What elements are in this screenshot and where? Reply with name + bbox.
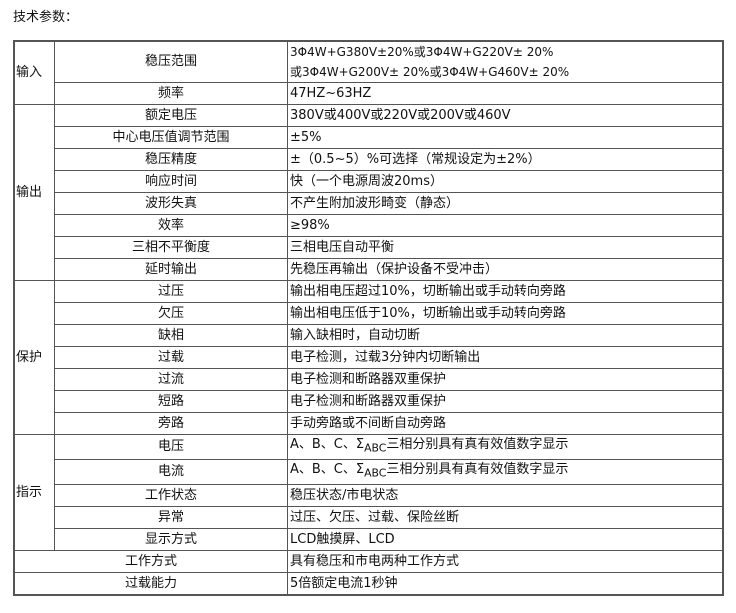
value-line: 3Φ4W+G380V±20%或3Φ4W+G220V± 20% — [290, 45, 554, 59]
param-name: 额定电压 — [54, 104, 288, 127]
param-name: 异常 — [54, 506, 288, 529]
param-value: 380V或400V或220V或200V或460V — [287, 104, 724, 127]
param-value: 稳压状态/市电状态 — [287, 484, 724, 507]
param-name: 电流 — [54, 459, 288, 485]
param-name: 过流 — [54, 368, 288, 391]
table-row: 工作状态 稳压状态/市电状态 — [14, 484, 724, 507]
table-row: 响应时间 快（一个电源周波20ms） — [14, 170, 724, 193]
param-value: 过压、欠压、过载、保险丝断 — [287, 506, 724, 529]
param-value: 电子检测和断路器双重保护 — [287, 368, 724, 391]
param-value: 手动旁路或不间断自动旁路 — [287, 412, 724, 435]
table-row: 工作方式 具有稳压和市电两种工作方式 — [13, 550, 724, 573]
param-name: 短路 — [54, 390, 288, 413]
table-row: 欠压 输出相电压低于10%，切断输出或手动转向旁路 — [14, 302, 724, 325]
param-value: 电子检测和断路器双重保护 — [287, 390, 724, 413]
table-row: 保护 过压 输出相电压超过10%，切断输出或手动转向旁路 — [13, 280, 724, 435]
param-value: ±（0.5~5）%可选择（常规设定为±2%） — [287, 148, 724, 171]
param-name: 频率 — [54, 82, 288, 105]
group-input: 输入 — [13, 40, 55, 105]
table-row: 显示方式 LCD触摸屏、LCD — [14, 528, 724, 551]
spec-table: 输入 稳压范围 3Φ4W+G380V±20%或3Φ4W+G220V± 20% 或3… — [13, 40, 724, 596]
table-row: 波形失真 不产生附加波形畸变（静态） — [14, 192, 724, 215]
table-row: 输出 额定电压 380V或400V或220V或200V或460V — [13, 104, 724, 281]
param-name: 效率 — [54, 214, 288, 237]
param-value: A、B、C、ΣABC三相分别具有真有效值数字显示 — [287, 459, 724, 485]
param-name: 响应时间 — [54, 170, 288, 193]
param-value: A、B、C、ΣABC三相分别具有真有效值数字显示 — [287, 434, 724, 460]
param-value: 电子检测，过载3分钟内切断输出 — [287, 346, 724, 369]
param-value: 输出相电压超过10%，切断输出或手动转向旁路 — [287, 280, 724, 303]
table-row: 稳压精度 ±（0.5~5）%可选择（常规设定为±2%） — [14, 148, 724, 171]
param-value: 5倍额定电流1秒钟 — [287, 572, 724, 596]
value-line: 或3Φ4W+G200V± 20%或3Φ4W+G460V± 20% — [290, 65, 570, 79]
group-output: 输出 — [13, 104, 55, 281]
param-value: 输出相电压低于10%，切断输出或手动转向旁路 — [287, 302, 724, 325]
param-name: 过压 — [54, 280, 288, 303]
param-value: ≥98% — [287, 214, 724, 237]
param-value: ±5% — [287, 126, 724, 149]
value-text: A、B、C、Σ — [290, 437, 365, 453]
param-name: 欠压 — [54, 302, 288, 325]
table-row: 短路 电子检测和断路器双重保护 — [14, 390, 724, 413]
param-name: 工作方式 — [13, 550, 288, 573]
param-name: 波形失真 — [54, 192, 288, 215]
param-name: 缺相 — [54, 324, 288, 347]
param-name: 稳压范围 — [54, 40, 288, 83]
value-text: 三相分别具有真有效值数字显示 — [386, 462, 569, 478]
table-row: 过载能力 5倍额定电流1秒钟 — [13, 572, 724, 596]
param-name: 过载能力 — [13, 572, 288, 596]
param-name: 电压 — [54, 434, 288, 460]
param-name: 过载 — [54, 346, 288, 369]
value-subscript: ABC — [364, 466, 387, 480]
param-name: 显示方式 — [54, 528, 288, 551]
param-name: 旁路 — [54, 412, 288, 435]
table-row: 效率 ≥98% — [14, 214, 724, 237]
value-text: 三相分别具有真有效值数字显示 — [386, 437, 569, 453]
param-value: 3Φ4W+G380V±20%或3Φ4W+G220V± 20% 或3Φ4W+G200… — [287, 40, 724, 83]
table-row: 延时输出 先稳压再输出（保护设备不受冲击） — [14, 258, 724, 281]
param-value: 输入缺相时，自动切断 — [287, 324, 724, 347]
param-value: 三相电压自动平衡 — [287, 236, 724, 259]
group-indicate: 指示 — [13, 434, 55, 551]
table-row: 异常 过压、欠压、过载、保险丝断 — [14, 506, 724, 529]
param-value: 先稳压再输出（保护设备不受冲击） — [287, 258, 724, 281]
param-name: 三相不平衡度 — [54, 236, 288, 259]
param-name: 中心电压值调节范围 — [54, 126, 288, 149]
table-row: 缺相 输入缺相时，自动切断 — [14, 324, 724, 347]
param-value: 具有稳压和市电两种工作方式 — [287, 550, 724, 573]
param-value: 47HZ~63HZ — [287, 82, 724, 105]
table-row: 过载 电子检测，过载3分钟内切断输出 — [14, 346, 724, 369]
param-value: 不产生附加波形畸变（静态） — [287, 192, 724, 215]
param-value: 快（一个电源周波20ms） — [287, 170, 724, 193]
param-name: 延时输出 — [54, 258, 288, 281]
param-name: 稳压精度 — [54, 148, 288, 171]
group-protect: 保护 — [13, 280, 55, 435]
table-row: 频率 47HZ~63HZ — [14, 82, 724, 105]
table-row: 指示 电压 A、B、C、ΣABC三相分别具有真有效值数字显示 — [13, 434, 724, 551]
table-row: 输入 稳压范围 3Φ4W+G380V±20%或3Φ4W+G220V± 20% 或3… — [13, 40, 724, 105]
param-value: LCD触摸屏、LCD — [287, 528, 724, 551]
table-row: 过流 电子检测和断路器双重保护 — [14, 368, 724, 391]
param-name: 工作状态 — [54, 484, 288, 507]
value-subscript: ABC — [364, 441, 387, 455]
table-row: 电流 A、B、C、ΣABC三相分别具有真有效值数字显示 — [14, 459, 724, 485]
table-row: 旁路 手动旁路或不间断自动旁路 — [14, 412, 724, 435]
table-row: 中心电压值调节范围 ±5% — [14, 126, 724, 149]
table-row: 三相不平衡度 三相电压自动平衡 — [14, 236, 724, 259]
section-title: 技术参数： — [13, 10, 79, 25]
value-text: A、B、C、Σ — [290, 462, 365, 478]
